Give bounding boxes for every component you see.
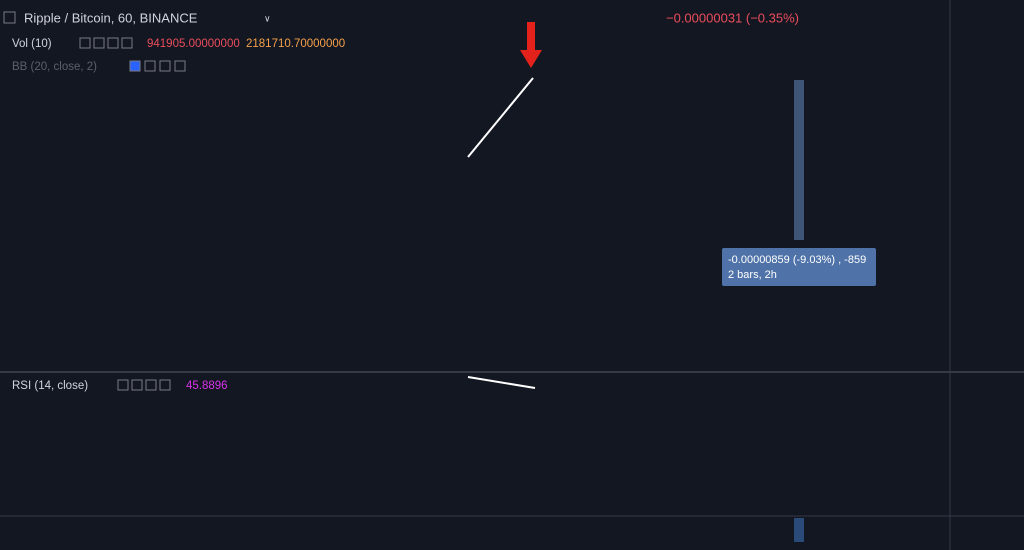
measure-range [794,80,804,240]
measure-box [722,248,876,286]
trend-line [467,376,536,389]
icon[interactable] [144,60,156,72]
arrow [520,50,542,68]
change: −0.00000031 (−0.35%) [666,10,799,25]
legend: Ripple / Bitcoin, 60, BINANCE ∨ −0.00000… [3,10,799,392]
icon[interactable] [107,37,119,49]
icon[interactable] [159,60,171,72]
icon[interactable] [93,37,105,49]
icon[interactable] [145,379,157,391]
measure-text: 2 bars, 2h [728,269,777,281]
volume-value: 941905.00000000 [147,38,240,50]
icon[interactable] [131,379,143,391]
rsi-value: 45.8896 [186,380,228,392]
icon[interactable] [174,60,186,72]
icon [3,11,16,24]
chart-title: Ripple / Bitcoin, 60, BINANCE [24,10,198,25]
measure-text: -0.00000859 (-9.03%) , -859 [728,254,866,266]
icon[interactable] [117,379,129,391]
icon[interactable] [129,60,141,72]
icon[interactable] [121,37,133,49]
measure-range-axis [794,518,804,542]
icon[interactable] [79,37,91,49]
trend-line [467,77,534,158]
arrow [527,22,535,52]
dropdown[interactable]: ∨ [264,13,271,23]
bb-name: BB (20, close, 2) [12,61,97,73]
icon[interactable] [159,379,171,391]
rsi-name: RSI (14, close) [12,380,88,392]
overlay: -0.00000859 (-9.03%) , -859 2 bars, 2h [467,22,876,542]
volume-name: Vol (10) [12,38,52,50]
volume-ma-value: 2181710.70000000 [246,38,345,50]
indicator-icons [79,37,186,391]
